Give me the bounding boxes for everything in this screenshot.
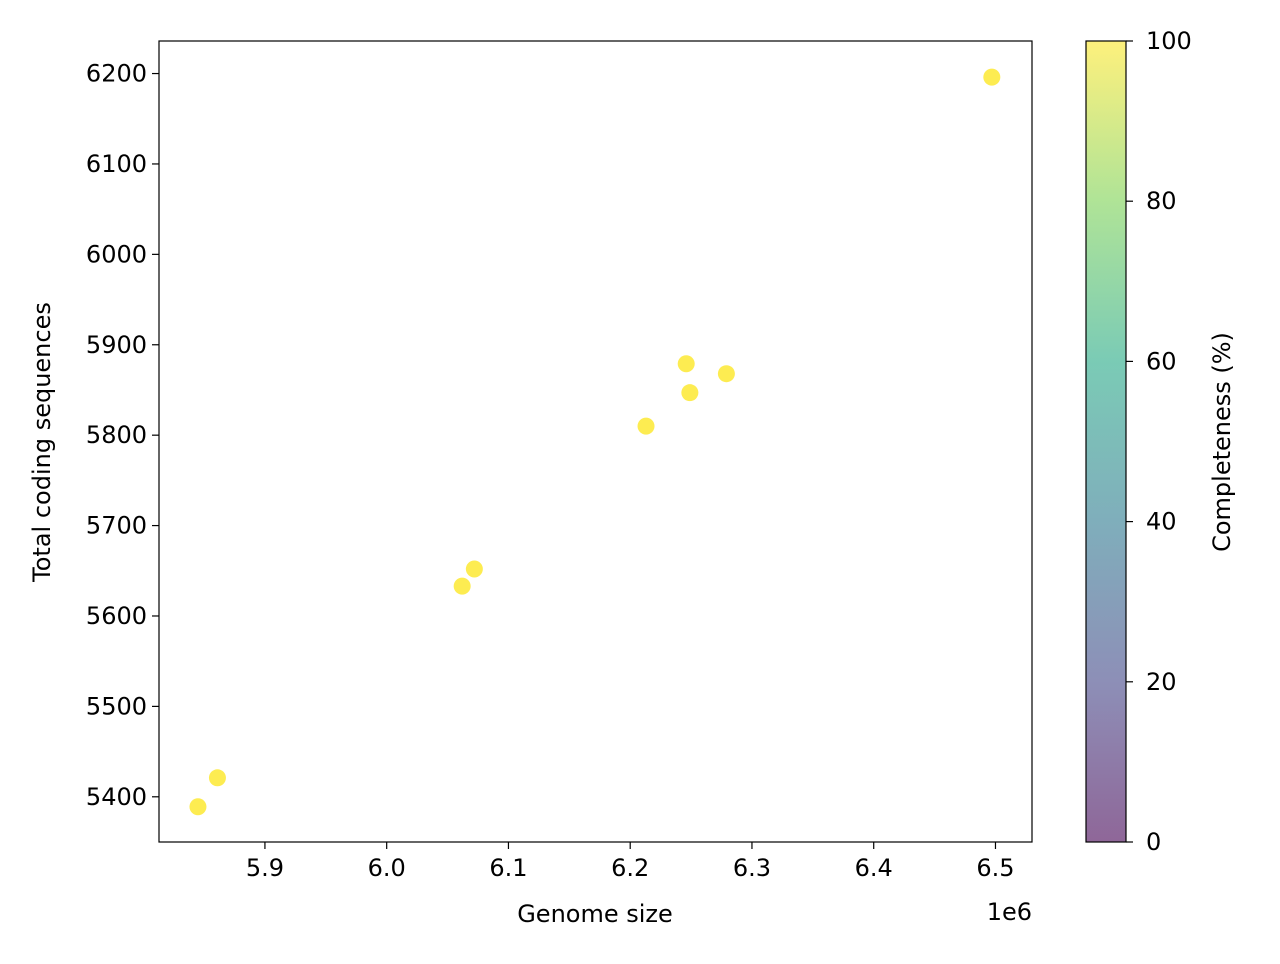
colorbar-frame: [1085, 40, 1127, 843]
x-tick-label: 6.5: [976, 854, 1014, 882]
colorbar-tick-label: 60: [1146, 347, 1177, 375]
data-point: [983, 68, 1001, 86]
x-axis: 5.9 6.0 6.1 6.2 6.3 6.4 6.5: [246, 842, 1015, 882]
colorbar-tick-label: 40: [1146, 508, 1177, 536]
x-tick-label: 5.9: [246, 854, 284, 882]
points-layer: [189, 68, 1001, 816]
x-tick-label: 6.1: [489, 854, 527, 882]
data-point: [189, 798, 207, 816]
colorbar-tick-label: 100: [1146, 27, 1192, 55]
x-tick-label: 6.0: [368, 854, 406, 882]
data-point: [453, 577, 471, 595]
y-tick-label: 5400: [86, 783, 147, 811]
colorbar-tick-label: 0: [1146, 828, 1161, 856]
x-tick-label: 6.2: [611, 854, 649, 882]
data-point: [637, 417, 655, 435]
colorbar-tick-label: 80: [1146, 187, 1177, 215]
data-point: [208, 769, 226, 787]
data-point: [677, 355, 695, 373]
y-tick-label: 5700: [86, 512, 147, 540]
y-tick-label: 5500: [86, 692, 147, 720]
data-point: [717, 365, 735, 383]
y-tick-label: 5600: [86, 602, 147, 630]
x-offset-label: 1e6: [987, 898, 1032, 926]
x-tick-label: 6.4: [855, 854, 893, 882]
y-tick-label: 6100: [86, 150, 147, 178]
y-axis: 5400 5500 5600 5700 5800 5900 6000 6100 6200: [86, 60, 159, 811]
plot-frame: [158, 40, 1033, 843]
y-tick-label: 6200: [86, 60, 147, 88]
data-point: [681, 384, 699, 402]
x-tick-label: 6.3: [733, 854, 771, 882]
y-axis-label: Total coding sequences: [28, 302, 56, 583]
colorbar-label: Completeness (%): [1208, 332, 1236, 552]
y-tick-label: 5900: [86, 331, 147, 359]
y-tick-label: 5800: [86, 421, 147, 449]
colorbar-tick-label: 20: [1146, 668, 1177, 696]
data-point: [465, 560, 483, 578]
y-tick-label: 6000: [86, 240, 147, 268]
colorbar-axis: 0 20 40 60 80 100: [1126, 27, 1192, 856]
colorbar: [1086, 41, 1126, 842]
x-axis-label: Genome size: [517, 900, 673, 928]
